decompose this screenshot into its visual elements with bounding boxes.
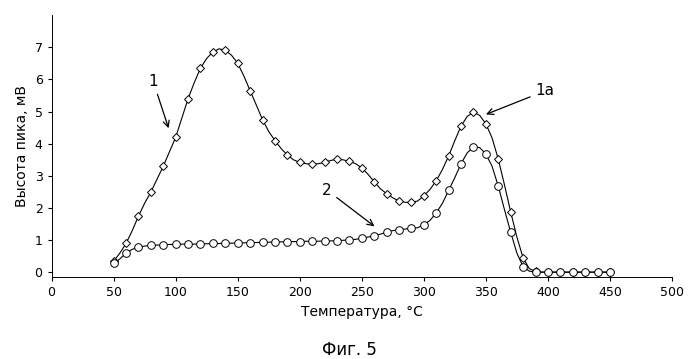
Text: Фиг. 5: Фиг. 5 <box>322 341 377 359</box>
Text: 1: 1 <box>148 74 169 127</box>
Text: 1a: 1a <box>487 83 554 115</box>
X-axis label: Температура, °C: Температура, °C <box>301 305 423 319</box>
Y-axis label: Высота пика, мВ: Высота пика, мВ <box>15 85 29 207</box>
Text: 2: 2 <box>322 183 373 225</box>
